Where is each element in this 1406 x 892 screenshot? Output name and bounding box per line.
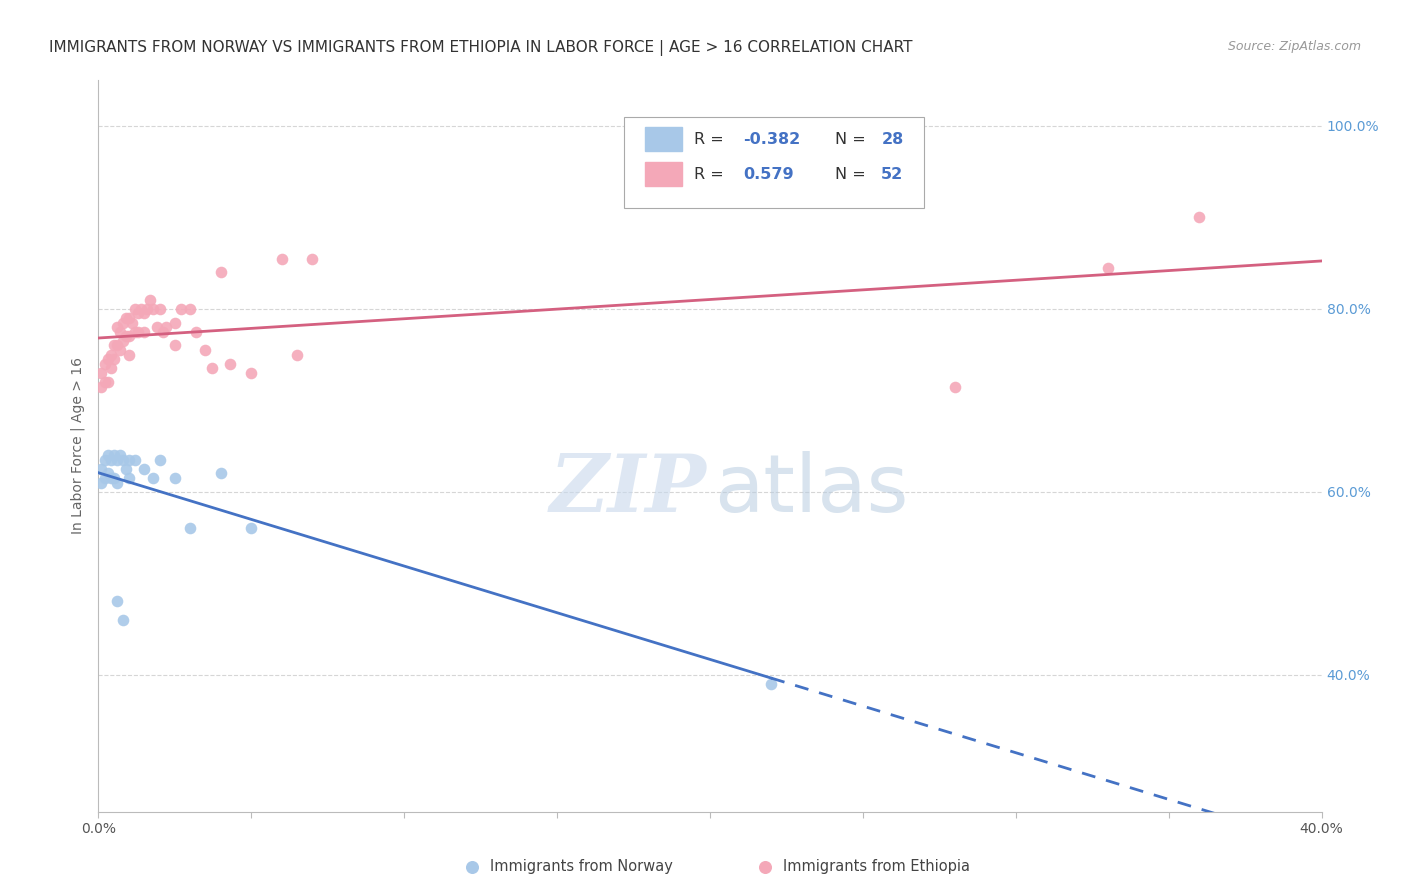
Point — [163, 338, 186, 352]
Point — [90, 366, 112, 380]
Point — [127, 306, 149, 320]
Text: Immigrants from Norway: Immigrants from Norway — [489, 859, 672, 874]
Point — [136, 301, 159, 316]
Point — [129, 301, 152, 316]
Point — [115, 329, 138, 343]
Point — [943, 379, 966, 393]
Point — [124, 325, 146, 339]
Point — [134, 306, 156, 320]
Point — [163, 471, 186, 485]
Point — [1188, 211, 1211, 225]
Text: 52: 52 — [882, 167, 904, 182]
Point — [209, 265, 232, 279]
Text: R =: R = — [695, 167, 734, 182]
Point — [103, 352, 125, 367]
Point — [186, 325, 208, 339]
Point — [108, 448, 131, 462]
Point — [103, 338, 125, 352]
Point — [301, 252, 323, 266]
Point — [285, 348, 308, 362]
Text: Source: ZipAtlas.com: Source: ZipAtlas.com — [1227, 40, 1361, 54]
Point — [124, 452, 146, 467]
Point — [149, 452, 172, 467]
Point — [93, 357, 115, 371]
Point — [179, 301, 201, 316]
Point — [209, 467, 232, 481]
Text: -0.382: -0.382 — [742, 132, 800, 147]
Point — [155, 320, 177, 334]
Point — [97, 375, 120, 389]
Text: ZIP: ZIP — [550, 451, 706, 529]
Point — [118, 471, 141, 485]
Text: Immigrants from Ethiopia: Immigrants from Ethiopia — [783, 859, 970, 874]
Text: N =: N = — [835, 167, 870, 182]
Bar — [645, 127, 682, 152]
Point — [111, 613, 134, 627]
Point — [111, 452, 134, 467]
Point — [139, 293, 162, 307]
Point — [100, 452, 122, 467]
Point — [170, 301, 193, 316]
Text: 0.579: 0.579 — [742, 167, 793, 182]
Text: 28: 28 — [882, 132, 904, 147]
Bar — [645, 162, 682, 186]
Point — [240, 521, 263, 535]
Point — [152, 325, 174, 339]
Point — [163, 316, 186, 330]
Point — [105, 475, 128, 490]
Point — [105, 320, 128, 334]
Point — [111, 316, 134, 330]
Point — [121, 316, 143, 330]
Point — [134, 462, 156, 476]
Point — [142, 471, 165, 485]
Point — [118, 348, 141, 362]
Point — [115, 462, 138, 476]
Point — [105, 594, 128, 608]
Point — [97, 352, 120, 367]
Point — [759, 676, 782, 690]
Text: atlas: atlas — [714, 450, 908, 529]
Text: IMMIGRANTS FROM NORWAY VS IMMIGRANTS FROM ETHIOPIA IN LABOR FORCE | AGE > 16 COR: IMMIGRANTS FROM NORWAY VS IMMIGRANTS FRO… — [49, 40, 912, 56]
Point — [93, 375, 115, 389]
FancyBboxPatch shape — [624, 117, 924, 209]
Text: R =: R = — [695, 132, 728, 147]
Point — [270, 252, 292, 266]
Point — [124, 301, 146, 316]
Point — [127, 325, 149, 339]
Point — [100, 361, 122, 376]
Point — [1097, 260, 1119, 275]
Point — [115, 310, 138, 325]
Point — [179, 521, 201, 535]
Point — [108, 343, 131, 357]
Point — [93, 452, 115, 467]
Point — [90, 379, 112, 393]
Point — [100, 348, 122, 362]
Point — [105, 338, 128, 352]
Point — [93, 471, 115, 485]
Point — [97, 448, 120, 462]
Point — [100, 471, 122, 485]
Point — [142, 301, 165, 316]
Point — [194, 343, 217, 357]
Point — [200, 361, 222, 376]
Point — [105, 452, 128, 467]
Point — [103, 471, 125, 485]
Point — [145, 320, 167, 334]
Point — [118, 329, 141, 343]
Point — [111, 334, 134, 348]
Point — [90, 475, 112, 490]
Point — [103, 448, 125, 462]
Y-axis label: In Labor Force | Age > 16: In Labor Force | Age > 16 — [70, 358, 86, 534]
Point — [97, 467, 120, 481]
Point — [90, 462, 112, 476]
Point — [149, 301, 172, 316]
Point — [118, 452, 141, 467]
Text: N =: N = — [835, 132, 870, 147]
Point — [219, 357, 242, 371]
Point — [240, 366, 263, 380]
Point — [134, 325, 156, 339]
Point — [108, 325, 131, 339]
Point — [118, 310, 141, 325]
